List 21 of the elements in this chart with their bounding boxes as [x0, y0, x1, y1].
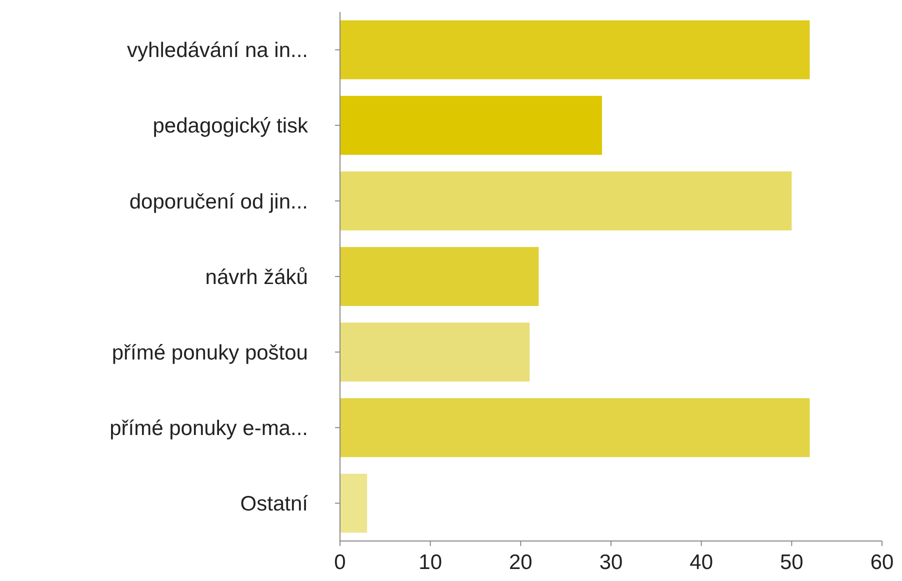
- bar: [340, 398, 810, 458]
- x-tick-label: 50: [780, 551, 804, 574]
- y-tick-label: návrh žáků: [205, 266, 308, 289]
- bar: [340, 322, 530, 382]
- bar: [340, 474, 368, 533]
- y-tick-label: Ostatní: [240, 492, 308, 516]
- x-tick-label: 30: [599, 551, 623, 574]
- x-tick-label: 10: [418, 551, 442, 574]
- y-tick-label: vyhledávání na in...: [127, 39, 308, 62]
- bar: [340, 20, 810, 80]
- y-tick-label: přímé ponuky poštou: [112, 341, 308, 364]
- x-tick-label: 0: [334, 551, 346, 574]
- bar: [340, 171, 792, 230]
- y-tick-label: doporučení od jin...: [129, 190, 308, 214]
- bar: [340, 247, 539, 306]
- y-tick-label: pedagogický tisk: [152, 114, 308, 138]
- bar: [340, 96, 602, 155]
- y-tick-label: přímé ponuky e-ma...: [110, 416, 308, 440]
- x-tick-label: 60: [870, 551, 894, 574]
- x-tick-label: 20: [508, 551, 532, 574]
- x-tick-label: 40: [690, 551, 714, 574]
